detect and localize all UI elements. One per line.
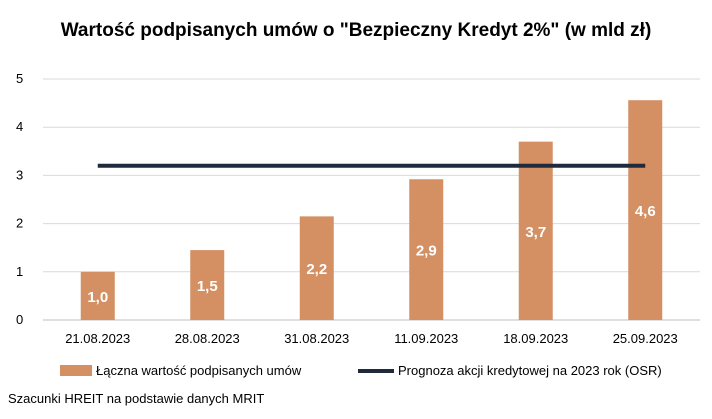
data-label: 1,5 [197,278,218,295]
bars: 1,0 1,5 2,2 2,9 3,7 4,6 [81,100,663,320]
y-axis: 0 1 2 3 4 5 [16,71,23,327]
legend-label-line: Prognoza akcji kredytowej na 2023 rok (O… [398,363,662,378]
data-label: 2,9 [416,243,437,260]
x-tick-label: 18.09.2023 [503,331,568,346]
x-tick-label: 28.08.2023 [175,331,240,346]
x-tick-label: 31.08.2023 [284,331,349,346]
y-tick-label: 0 [16,312,23,327]
x-tick-label: 25.09.2023 [613,331,678,346]
y-tick-label: 2 [16,216,23,231]
y-tick-label: 4 [16,119,23,134]
x-tick-label: 21.08.2023 [65,331,130,346]
x-tick-label: 11.09.2023 [394,331,458,346]
gridlines [43,79,700,320]
legend-label-bars: Łączna wartość podpisanych umów [96,363,302,378]
source-note: Szacunki HREIT na podstawie danych MRIT [8,391,264,406]
y-tick-label: 3 [16,167,23,182]
y-tick-label: 1 [16,264,23,279]
legend-swatch-bars [60,365,92,376]
y-tick-label: 5 [16,71,23,86]
data-label: 1,0 [87,289,108,306]
x-axis: 21.08.2023 28.08.2023 31.08.2023 11.09.2023… [65,331,678,346]
data-label: 3,7 [525,224,546,241]
data-label: 4,6 [635,203,656,220]
legend: Łączna wartość podpisanych umów Prognoza … [60,363,662,378]
data-label: 2,2 [306,261,327,278]
